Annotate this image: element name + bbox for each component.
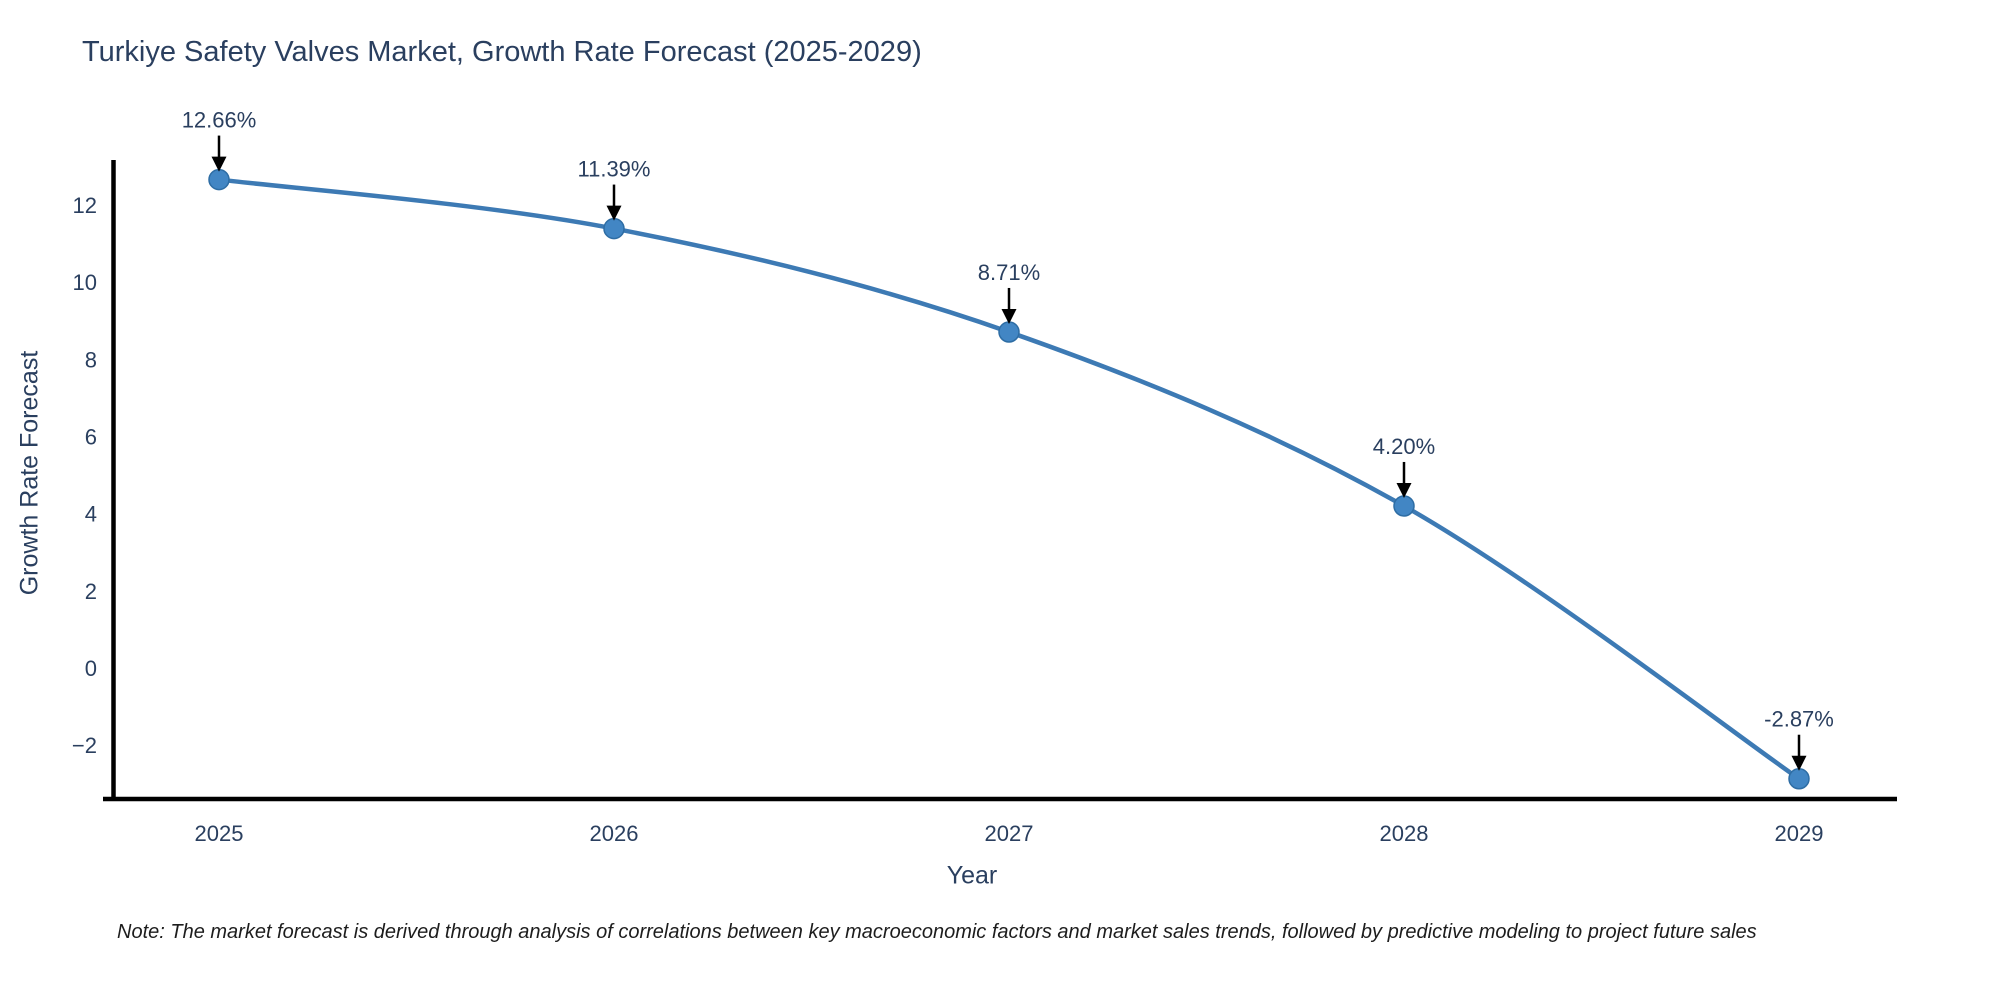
data-point-label: 8.71%: [978, 260, 1040, 285]
annotation-arrow-head: [211, 156, 227, 172]
annotation-arrow-head: [606, 205, 622, 221]
annotation-arrow-head: [1396, 482, 1412, 498]
data-point-label: 12.66%: [182, 108, 257, 133]
x-tick-label: 2028: [1380, 821, 1429, 846]
data-point-marker: [603, 217, 625, 240]
data-point-label: 4.20%: [1373, 434, 1435, 459]
data-point-marker: [208, 168, 230, 191]
y-tick-label: 4: [85, 502, 97, 527]
data-point-label: 11.39%: [578, 157, 651, 182]
y-tick-label: 12: [73, 193, 97, 218]
chart-footnote: Note: The market forecast is derived thr…: [117, 921, 1757, 943]
y-axis-title: Growth Rate Forecast: [15, 350, 44, 596]
y-tick-label: 2: [85, 579, 97, 604]
y-tick-label: 6: [85, 425, 97, 450]
y-tick-label: 0: [85, 656, 97, 681]
x-axis-title: Year: [946, 861, 998, 890]
data-point-marker: [1393, 495, 1415, 517]
y-tick-label: −2: [72, 733, 97, 758]
data-point-marker: [998, 321, 1020, 343]
data-point-marker: [1788, 767, 1810, 790]
x-tick-label: 2027: [985, 821, 1034, 846]
chart-title: Turkiye Safety Valves Market, Growth Rat…: [82, 36, 922, 68]
x-tick-label: 2029: [1775, 821, 1824, 846]
x-tick-label: 2025: [195, 821, 244, 846]
y-tick-label: 10: [73, 270, 97, 295]
y-tick-label: 8: [85, 347, 97, 372]
annotation-arrow-head: [1001, 308, 1017, 324]
data-point-label: -2.87%: [1764, 707, 1834, 732]
x-tick-label: 2026: [590, 821, 639, 846]
annotation-arrow-head: [1791, 755, 1807, 771]
